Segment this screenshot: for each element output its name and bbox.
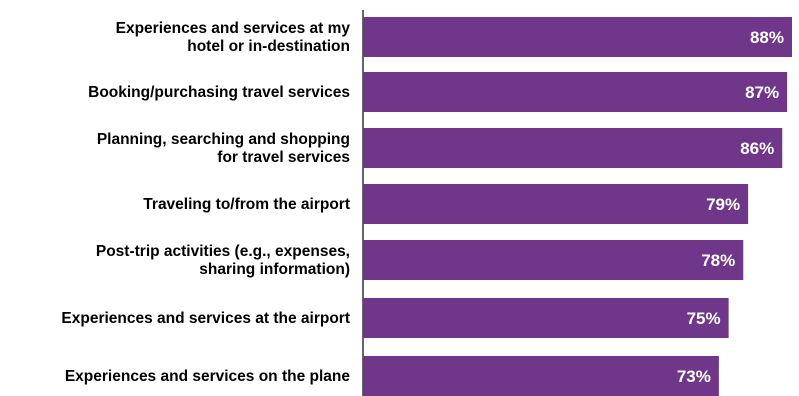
category-label-6: Experiences and services on the plane xyxy=(65,368,351,385)
category-label-2-line-1: for travel services xyxy=(217,149,350,166)
category-label-1: Booking/purchasing travel services xyxy=(88,84,350,101)
category-label-2-line-0: Planning, searching and shopping xyxy=(97,131,350,148)
value-label-2: 86% xyxy=(740,139,774,158)
category-label-4-line-0: Post-trip activities (e.g., expenses, xyxy=(96,243,350,260)
category-label-0-line-1: hotel or in-destination xyxy=(187,38,350,55)
value-label-4: 78% xyxy=(701,251,735,270)
bar-2 xyxy=(363,128,783,168)
category-label-4-line-1: sharing information) xyxy=(199,261,350,278)
bar-0 xyxy=(363,17,792,57)
category-label-3: Traveling to/from the airport xyxy=(143,196,350,213)
value-label-1: 87% xyxy=(745,83,779,102)
bar-5 xyxy=(363,298,729,338)
category-label-0-line-0: Experiences and services at my xyxy=(116,20,351,37)
value-label-3: 79% xyxy=(706,195,740,214)
category-label-5: Experiences and services at the airport xyxy=(61,310,350,327)
bar-4 xyxy=(363,240,744,280)
bar-3 xyxy=(363,184,749,224)
bar-1 xyxy=(363,72,788,112)
bar-6 xyxy=(363,356,719,396)
value-label-0: 88% xyxy=(750,28,784,47)
value-label-5: 75% xyxy=(687,309,721,328)
value-label-6: 73% xyxy=(677,367,711,386)
